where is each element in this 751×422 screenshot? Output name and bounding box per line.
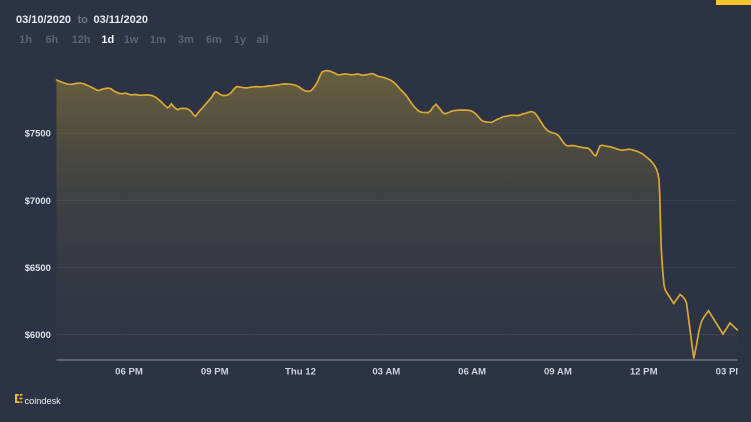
svg-text:$7000: $7000 <box>25 195 51 206</box>
svg-text:09 PM: 09 PM <box>201 367 229 378</box>
svg-text:$6000: $6000 <box>25 329 51 340</box>
svg-text:06 AM: 06 AM <box>458 367 486 378</box>
svg-text:$7500: $7500 <box>25 128 51 139</box>
svg-text:03 PM: 03 PM <box>716 367 744 378</box>
svg-text:06 PM: 06 PM <box>115 367 143 378</box>
svg-text:03 AM: 03 AM <box>372 367 400 378</box>
svg-text:$6500: $6500 <box>25 262 51 273</box>
svg-text:12 PM: 12 PM <box>630 367 658 378</box>
svg-text:Thu 12: Thu 12 <box>285 367 316 378</box>
svg-text:09 AM: 09 AM <box>544 367 572 378</box>
